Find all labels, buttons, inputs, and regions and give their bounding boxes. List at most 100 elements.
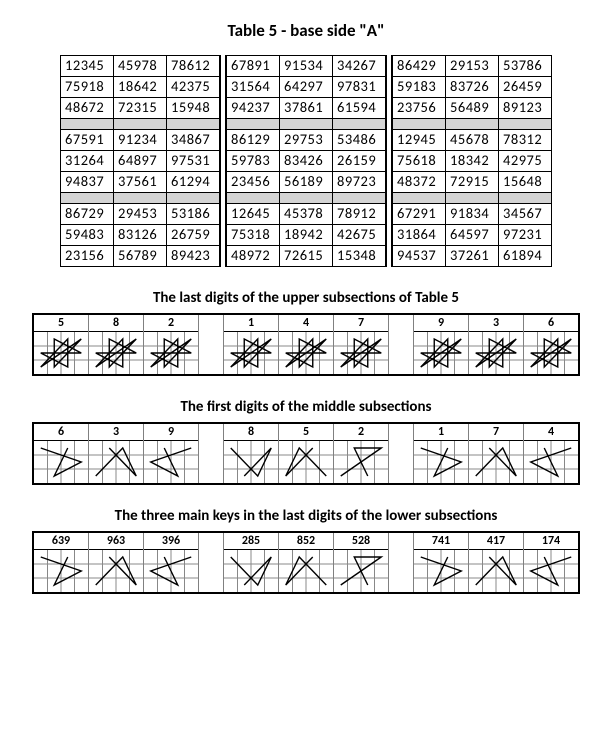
pattern-cell: 2 — [334, 423, 389, 484]
table5-cell: 31564 — [226, 77, 280, 98]
pattern-label: 3 — [89, 424, 143, 441]
pattern-cell: 4 — [279, 314, 334, 375]
pattern-cell: 7 — [469, 423, 524, 484]
table5-cell: 94237 — [226, 98, 280, 119]
pattern-cell: 285 — [224, 532, 279, 593]
table5-cell: 56789 — [114, 246, 167, 267]
pattern-label: 285 — [224, 533, 278, 550]
pattern-label: 8 — [89, 315, 143, 332]
table5-cell: 37561 — [114, 172, 167, 193]
table5-cell: 64897 — [114, 151, 167, 172]
table5-cell: 83126 — [114, 225, 167, 246]
table5-cell: 64597 — [446, 225, 499, 246]
table5-cell: 45678 — [446, 130, 499, 151]
table5-cell: 78612 — [167, 56, 221, 77]
table5-cell: 15648 — [499, 172, 552, 193]
table5-cell: 12945 — [392, 130, 446, 151]
table5-cell: 12345 — [61, 56, 114, 77]
pattern-label: 8 — [224, 424, 278, 441]
table5-cell: 67891 — [226, 56, 280, 77]
pattern-label: 4 — [279, 315, 333, 332]
table5-cell: 18942 — [280, 225, 333, 246]
table5-cell: 45978 — [114, 56, 167, 77]
pattern-label: 396 — [144, 533, 198, 550]
pattern-label: 7 — [334, 315, 388, 332]
pattern-label: 417 — [469, 533, 523, 550]
pattern-label: 7 — [469, 424, 523, 441]
table5-cell: 59783 — [226, 151, 280, 172]
table5-cell: 61594 — [333, 98, 387, 119]
pattern-cell: 6 — [33, 423, 89, 484]
table5-cell: 29453 — [114, 204, 167, 225]
table5-cell: 29753 — [280, 130, 333, 151]
table5-cell: 78312 — [499, 130, 552, 151]
table5-cell: 97531 — [167, 151, 221, 172]
table5-cell: 29153 — [446, 56, 499, 77]
pattern-label: 1 — [224, 315, 278, 332]
table5-cell: 53486 — [333, 130, 387, 151]
pattern-label: 1 — [414, 424, 468, 441]
pattern-strip: 639963396285852528741417174 — [32, 531, 580, 594]
table5-cell: 61294 — [167, 172, 221, 193]
table5-cell: 91534 — [280, 56, 333, 77]
table5-cell: 42375 — [167, 77, 221, 98]
table5-cell: 42675 — [333, 225, 387, 246]
table5-cell: 56189 — [280, 172, 333, 193]
pattern-cell: 5 — [33, 314, 89, 375]
pattern-label: 2 — [334, 424, 388, 441]
table5-cell: 86129 — [226, 130, 280, 151]
table5-cell: 23456 — [226, 172, 280, 193]
page-title: Table 5 - base side "A" — [16, 20, 596, 41]
table5-cell: 97831 — [333, 77, 387, 98]
pattern-label: 3 — [469, 315, 523, 332]
table5-cell: 91834 — [446, 204, 499, 225]
pattern-label: 963 — [89, 533, 143, 550]
pattern-cell: 3 — [89, 423, 144, 484]
table5-cell: 26459 — [499, 77, 552, 98]
pattern-cell: 3 — [469, 314, 524, 375]
table5-cell: 53786 — [499, 56, 552, 77]
table5-cell: 45378 — [280, 204, 333, 225]
table5-cell: 86729 — [61, 204, 114, 225]
table5-cell: 34867 — [167, 130, 221, 151]
pattern-cell: 417 — [469, 532, 524, 593]
pattern-cell: 4 — [524, 423, 580, 484]
table5-cell: 72315 — [114, 98, 167, 119]
table5-cell: 75318 — [226, 225, 280, 246]
table5-cell: 89123 — [499, 98, 552, 119]
table5-cell: 31864 — [392, 225, 446, 246]
pattern-cell: 8 — [224, 423, 279, 484]
table5-cell: 59183 — [392, 77, 446, 98]
table5-cell: 89723 — [333, 172, 387, 193]
pattern-label: 4 — [524, 424, 578, 441]
pattern-cell: 963 — [89, 532, 144, 593]
table5-cell: 75918 — [61, 77, 114, 98]
table5-cell: 78912 — [333, 204, 387, 225]
pattern-cell: 2 — [144, 314, 199, 375]
pattern-strip: 582 147 936 — [32, 313, 580, 376]
table5-cell: 72615 — [280, 246, 333, 267]
pattern-cell: 852 — [279, 532, 334, 593]
table5-cell: 61894 — [499, 246, 552, 267]
table5-cell: 26759 — [167, 225, 221, 246]
table5: 1234545978786126789191534342678642929153… — [16, 55, 596, 267]
table5-cell: 18642 — [114, 77, 167, 98]
pattern-label: 9 — [414, 315, 468, 332]
pattern-label: 174 — [524, 533, 578, 550]
table5-cell: 37261 — [446, 246, 499, 267]
pattern-label: 528 — [334, 533, 388, 550]
pattern-label: 852 — [279, 533, 333, 550]
table5-cell: 94837 — [61, 172, 114, 193]
strip-heading: The first digits of the middle subsectio… — [16, 398, 596, 416]
pattern-label: 2 — [144, 315, 198, 332]
table5-cell: 48972 — [226, 246, 280, 267]
table5-cell: 53186 — [167, 204, 221, 225]
table5-cell: 42975 — [499, 151, 552, 172]
table5-cell: 72915 — [446, 172, 499, 193]
pattern-label: 9 — [144, 424, 198, 441]
table5-cell: 23756 — [392, 98, 446, 119]
pattern-cell: 7 — [334, 314, 389, 375]
table5-cell: 67591 — [61, 130, 114, 151]
pattern-label: 6 — [524, 315, 578, 332]
pattern-label: 5 — [279, 424, 333, 441]
